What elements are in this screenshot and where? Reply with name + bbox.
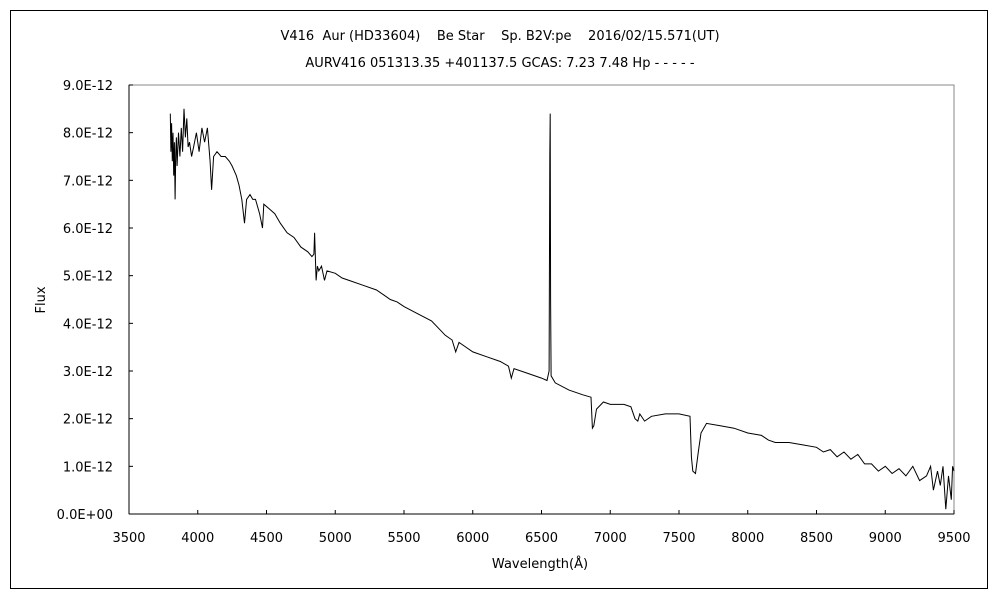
x-tick-label: 4000 [181,531,214,546]
y-tick-label: 1.0E-12 [63,460,113,475]
x-tick-label: 5000 [319,531,352,546]
x-tick-label: 7000 [594,531,627,546]
x-tick-label: 8000 [731,531,764,546]
x-tick-label: 8500 [800,531,833,546]
x-tick-label: 4500 [250,531,283,546]
chart-subtitle: AURV416 051313.35 +401137.5 GCAS: 7.23 7… [305,56,694,71]
y-tick-label: 7.0E-12 [63,174,113,189]
chart-title: V416 Aur (HD33604) Be Star Sp. B2V:pe 20… [280,29,719,44]
y-tick-label: 0.0E+00 [57,508,113,523]
x-axis-label: Wavelength(Å) [492,556,588,572]
x-tick-label: 5500 [387,531,420,546]
y-tick-label: 5.0E-12 [63,270,113,285]
y-tick-label: 3.0E-12 [63,365,113,380]
x-tick-label: 6000 [456,531,489,546]
y-tick-label: 9.0E-12 [63,79,113,94]
x-tick-label: 9500 [937,531,970,546]
y-axis-label: Flux [34,286,49,313]
x-tick-label: 6500 [525,531,558,546]
y-tick-label: 8.0E-12 [63,127,113,142]
spectrum-line [169,108,955,510]
x-tick-label: 9000 [869,531,902,546]
y-tick-label: 2.0E-12 [63,413,113,428]
y-tick-label: 6.0E-12 [63,222,113,237]
y-tick-label: 4.0E-12 [63,317,113,332]
x-tick-label: 7500 [662,531,695,546]
chart-frame [10,10,988,589]
x-tick-label: 3500 [112,531,145,546]
